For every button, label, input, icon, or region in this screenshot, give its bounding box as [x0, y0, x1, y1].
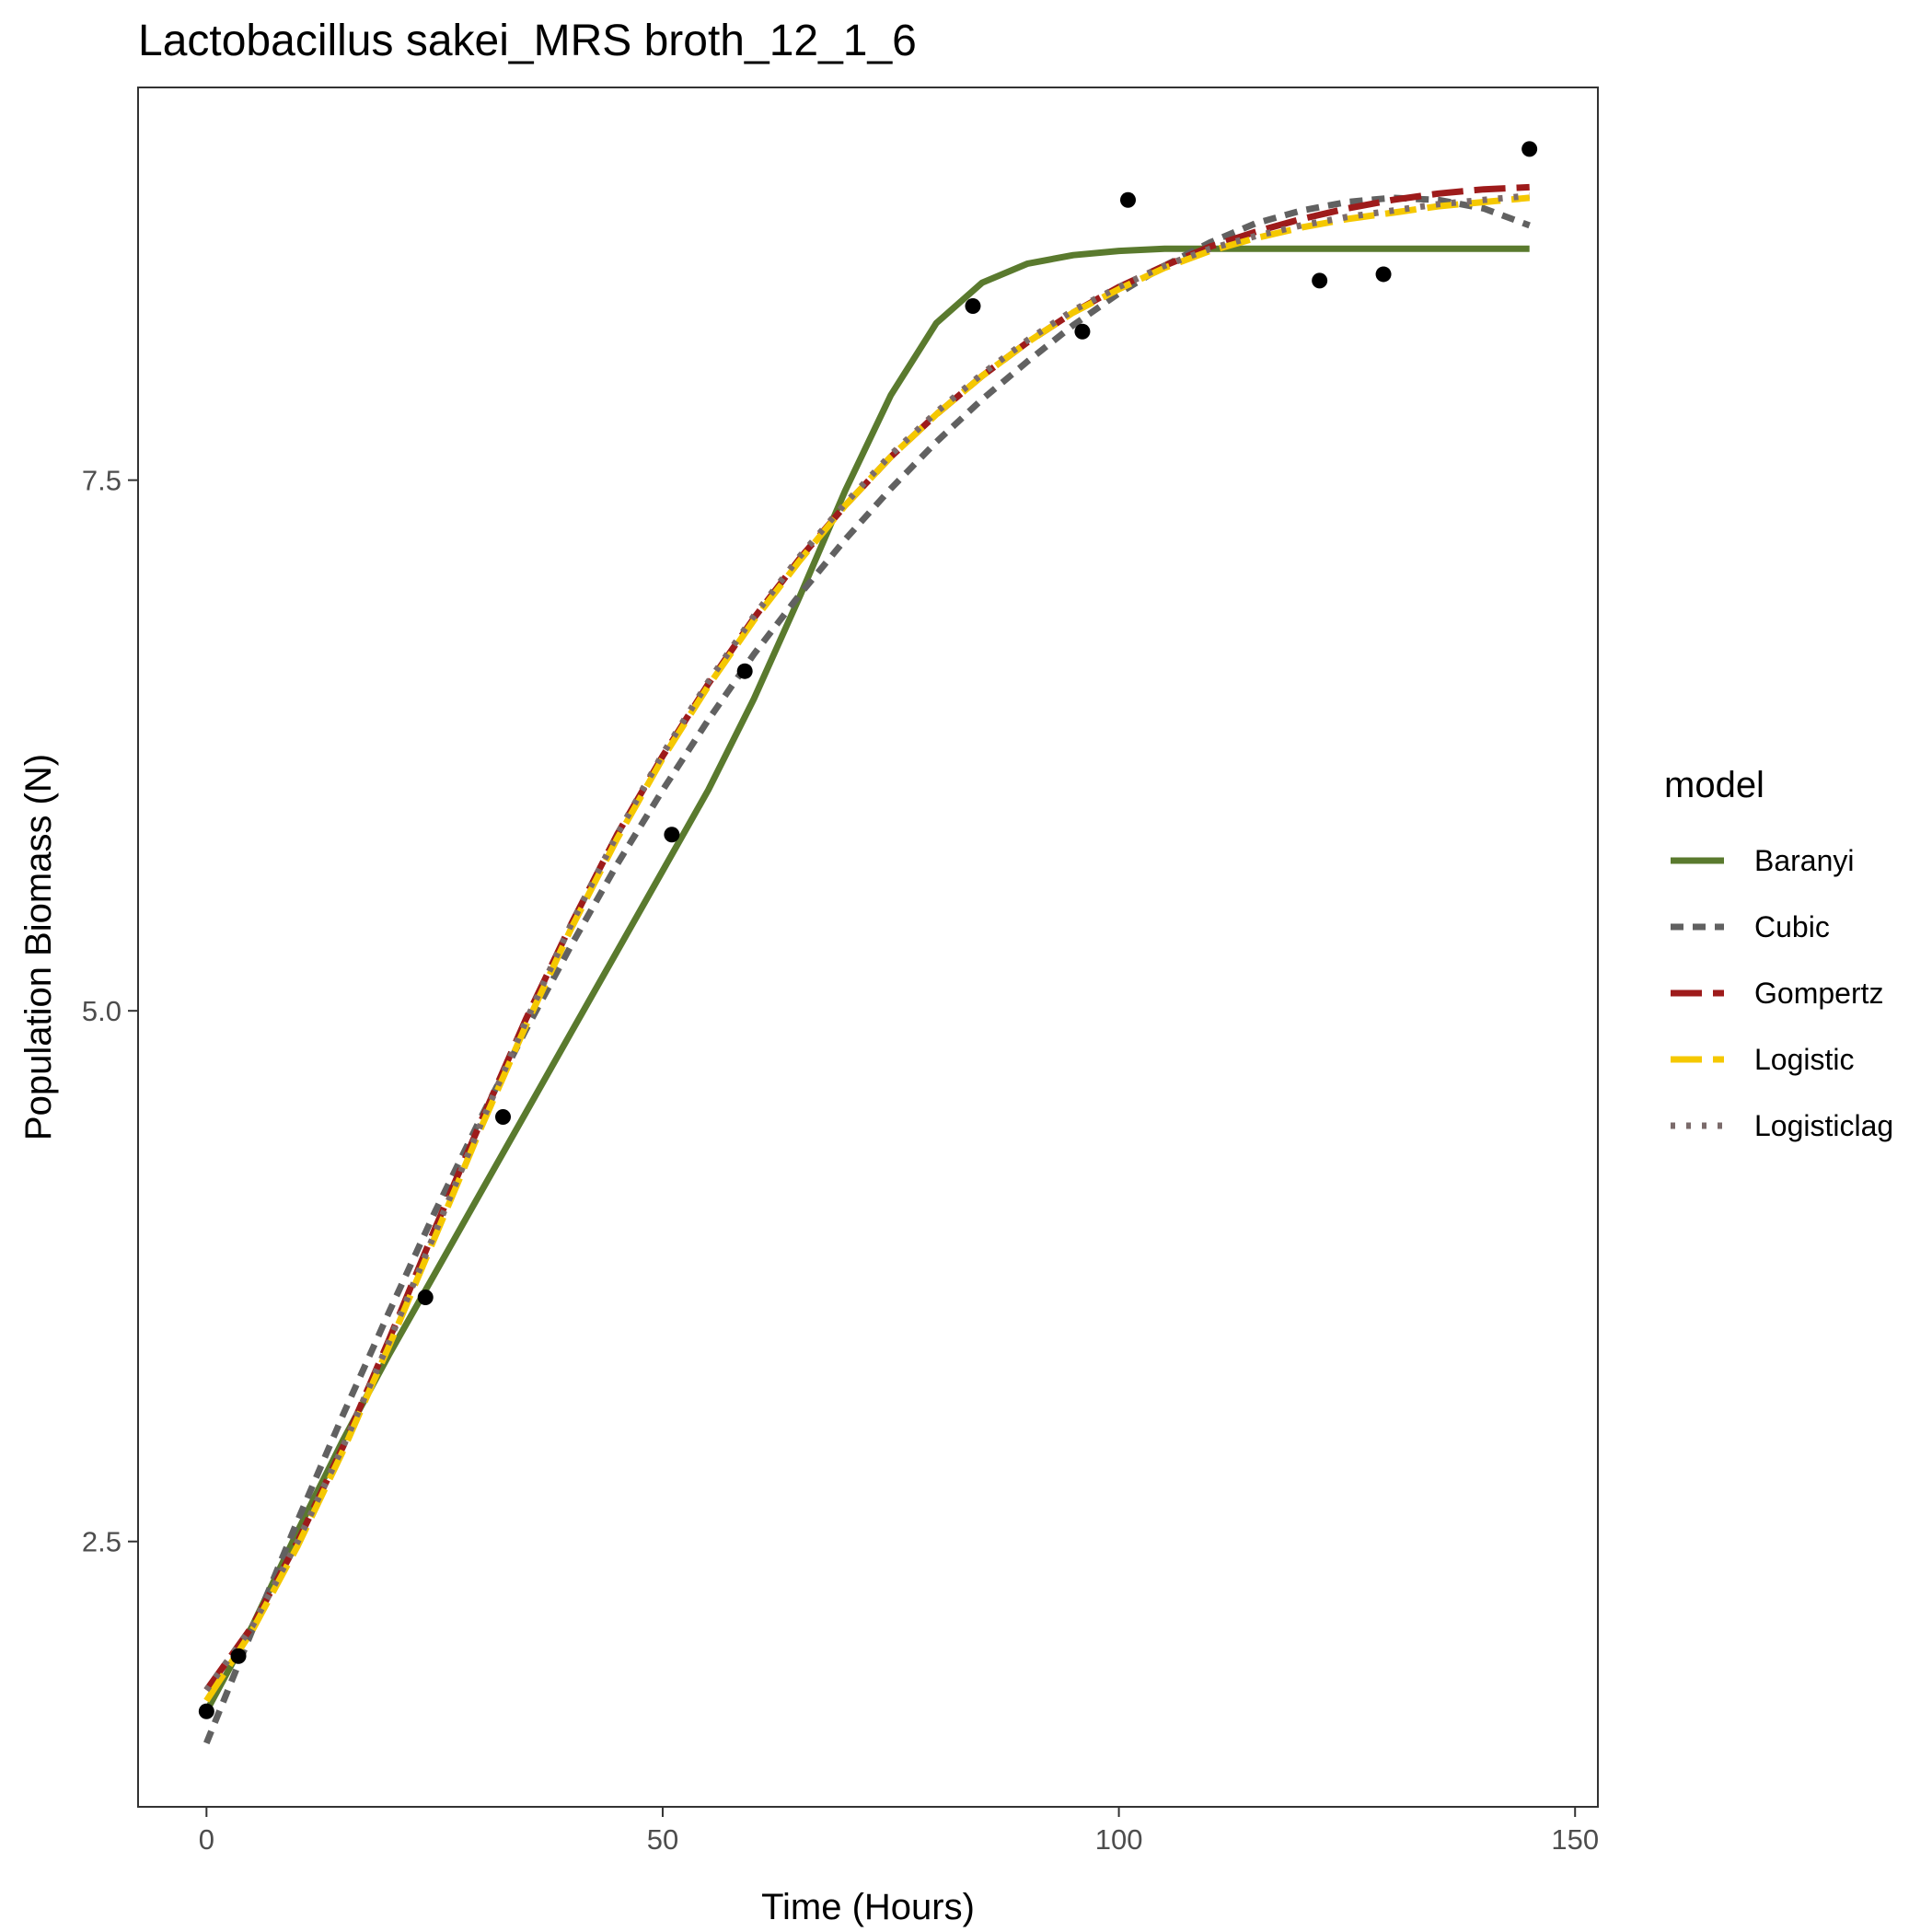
plot-panel: [137, 87, 1599, 1808]
legend-title: model: [1664, 765, 1764, 805]
data-point: [198, 1703, 214, 1719]
points-layer: [198, 141, 1538, 1719]
data-point: [417, 1290, 434, 1306]
series-layer: [203, 183, 1531, 1745]
series-line-gompertz: [203, 183, 1530, 1693]
legend-label-gompertz: Gompertz: [1754, 977, 1883, 1010]
y-tick-label: 7.5: [82, 465, 121, 497]
data-point: [1375, 266, 1392, 283]
y-axis: 2.5 5.0 7.5: [82, 465, 138, 1558]
series-line-logistic: [203, 194, 1531, 1703]
data-point: [664, 827, 680, 843]
legend: model Baranyi Cubic Gompertz Logistic Logist…: [1664, 765, 1893, 1142]
data-point: [736, 663, 753, 679]
x-tick-label: 150: [1551, 1823, 1599, 1856]
chart-title: Lactobacillus sakei_MRS broth_12_1_6: [138, 17, 917, 65]
x-tick-label: 0: [199, 1823, 214, 1856]
x-tick-label: 50: [647, 1823, 678, 1856]
data-point: [1074, 323, 1091, 340]
data-point: [495, 1108, 511, 1125]
series-line-cubic: [203, 194, 1531, 1745]
x-axis: 0 50 100 150: [199, 1807, 1599, 1856]
x-axis-label: Time (Hours): [761, 1887, 975, 1927]
legend-label-logistic: Logistic: [1754, 1043, 1855, 1076]
y-tick-label: 5.0: [82, 995, 121, 1027]
legend-label-baranyi: Baranyi: [1754, 844, 1855, 877]
data-point: [1120, 191, 1137, 208]
series-line-baranyi: [203, 245, 1530, 1713]
legend-label-logisticlag: Logisticlag: [1754, 1109, 1893, 1142]
legend-label-cubic: Cubic: [1754, 910, 1830, 943]
data-point: [230, 1648, 247, 1664]
data-point: [965, 298, 981, 315]
y-axis-label: Population Biomass (N): [18, 754, 59, 1140]
data-point: [1521, 141, 1538, 157]
x-tick-label: 100: [1095, 1823, 1143, 1856]
y-tick-label: 2.5: [82, 1526, 121, 1558]
data-point: [1312, 272, 1328, 289]
